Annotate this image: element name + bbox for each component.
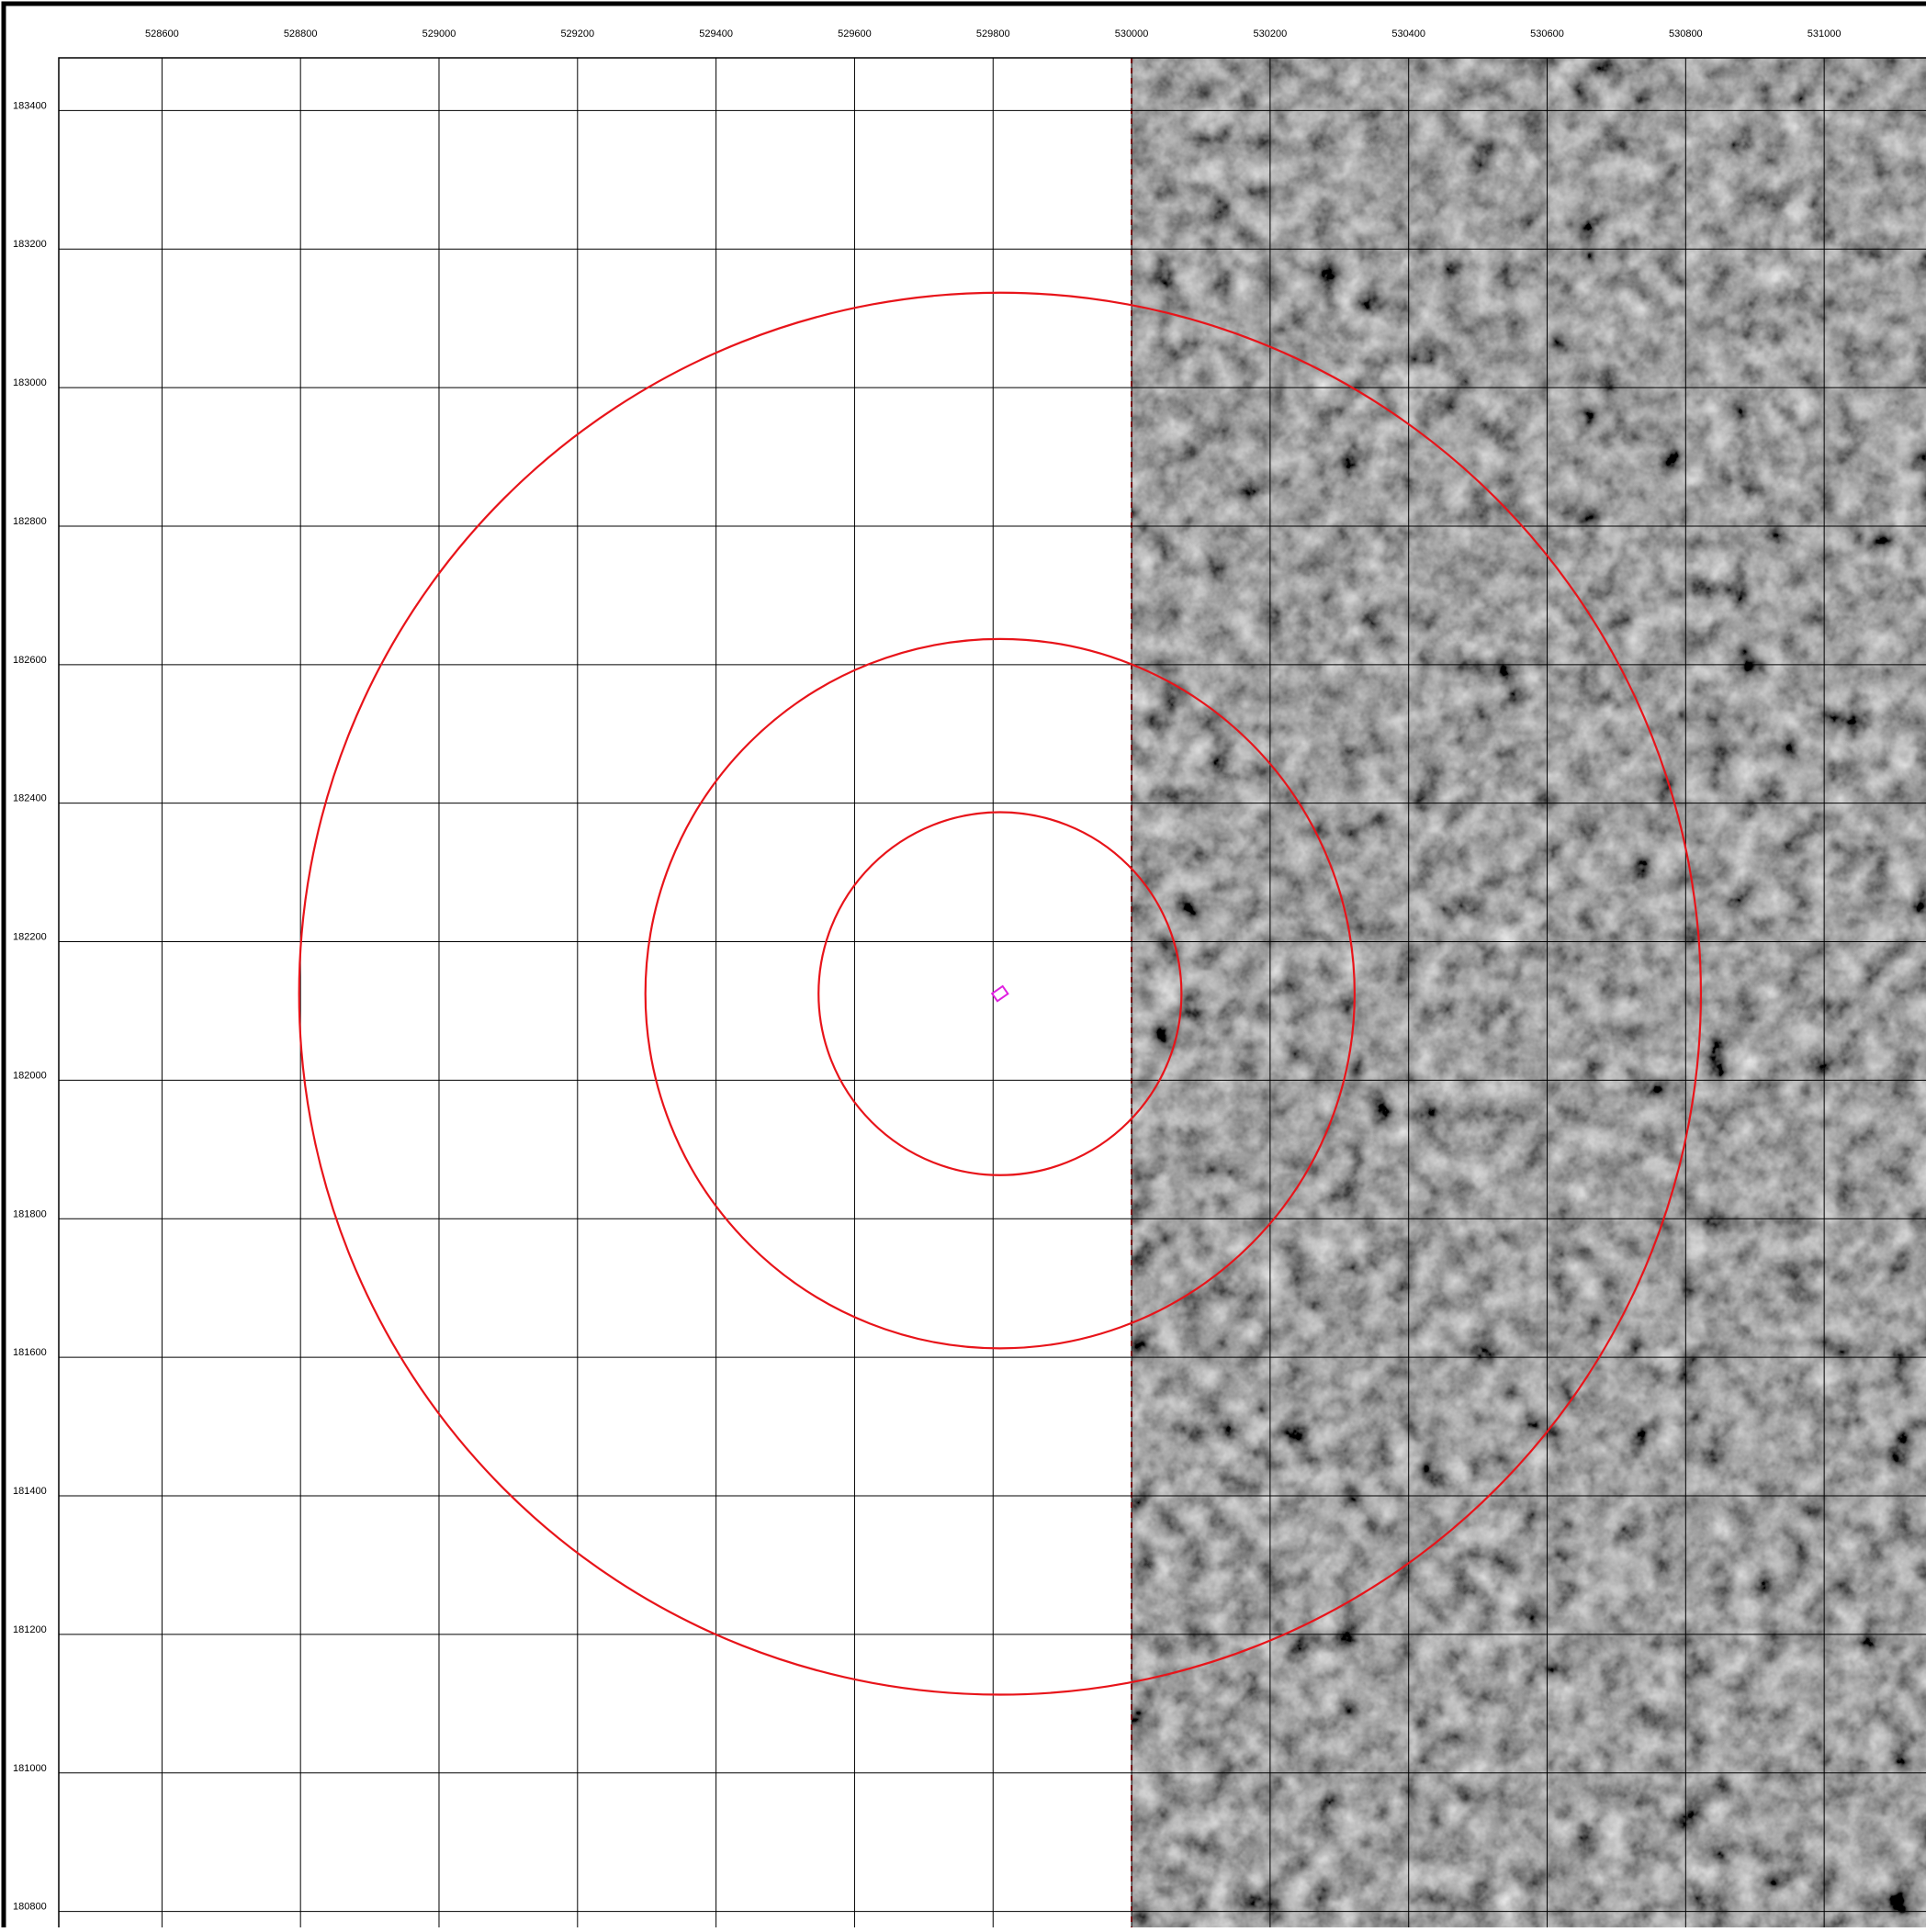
- x-tick-label: 529800: [976, 28, 1010, 39]
- y-tick-label: 181200: [13, 1624, 47, 1635]
- x-tick-label: 530600: [1530, 28, 1564, 39]
- y-tick-label: 182800: [13, 516, 47, 527]
- y-tick-label: 182000: [13, 1070, 47, 1081]
- frame-border: [58, 57, 1926, 1932]
- x-tick-label: 528800: [284, 28, 318, 39]
- y-tick-label: 183000: [13, 377, 47, 388]
- x-tick-label: 530000: [1115, 28, 1149, 39]
- map-frame: [59, 58, 1926, 1927]
- x-tick-label: 529200: [560, 28, 594, 39]
- y-tick-label: 182600: [13, 655, 47, 666]
- x-tick-label: 531000: [1808, 28, 1842, 39]
- y-tick-label: 181000: [13, 1763, 47, 1774]
- x-tick-label: 529400: [699, 28, 733, 39]
- buffer-ring: [298, 291, 1703, 1696]
- x-tick-label: 530400: [1391, 28, 1425, 39]
- y-tick-label: 181600: [13, 1347, 47, 1358]
- buffer-ring: [817, 811, 1183, 1176]
- x-tick-label: 530800: [1669, 28, 1703, 39]
- y-tick-label: 183200: [13, 239, 47, 250]
- x-tick-label: 530200: [1254, 28, 1288, 39]
- y-tick-label: 181400: [13, 1486, 47, 1497]
- aerial-image: [1132, 58, 1926, 1927]
- x-tick-label: 528600: [145, 28, 179, 39]
- x-tick-label: 529600: [838, 28, 872, 39]
- site-marker: [990, 984, 1009, 1003]
- y-tick-label: 180800: [13, 1902, 47, 1913]
- y-tick-label: 181800: [13, 1208, 47, 1219]
- y-tick-label: 182200: [13, 932, 47, 943]
- y-tick-label: 183400: [13, 100, 47, 111]
- buffer-ring: [644, 637, 1356, 1350]
- x-tick-label: 529000: [422, 28, 456, 39]
- y-tick-label: 182400: [13, 793, 47, 804]
